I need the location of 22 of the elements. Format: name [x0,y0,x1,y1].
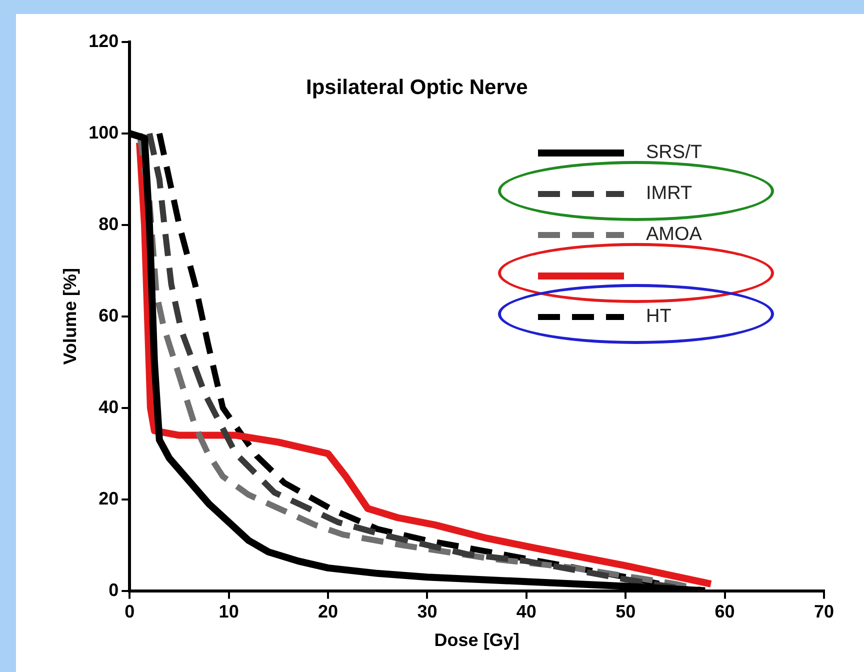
x-tick-label: 60 [714,602,735,622]
x-tick-label: 30 [417,602,438,622]
x-tick-label: 20 [318,602,338,622]
legend-label: IMRT [646,182,692,204]
x-tick-label: 50 [616,602,636,622]
legend-label: SRS/T [646,142,702,164]
x-tick-label: 40 [516,602,536,622]
x-tick-label: 10 [218,602,239,622]
y-tick-label: 0 [108,580,119,600]
text: Ipsilateral Optic Nerve [306,76,528,100]
y-tick-label: 120 [88,30,119,51]
x-axis-title: Dose [Gy] [434,630,520,650]
legend-label: AMOA [646,224,702,246]
y-tick-label: 100 [88,122,119,142]
y-tick-label: 20 [98,488,119,508]
x-tick-label: 70 [814,602,834,622]
y-axis-title: Volume [%] [60,268,80,365]
x-tick-label: 0 [124,602,135,622]
y-tick-label: 40 [98,396,119,417]
y-tick-label: 80 [98,214,119,234]
legend-label: HT [646,306,672,328]
y-tick-label: 60 [98,305,119,326]
